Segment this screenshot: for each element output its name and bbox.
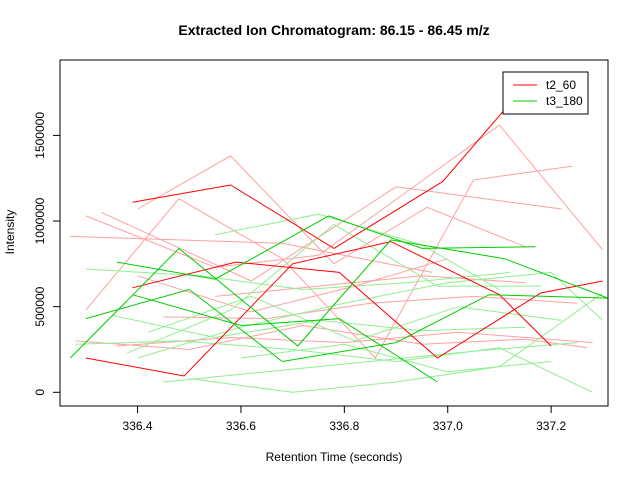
faint-series-line-7 <box>163 295 578 320</box>
chart-title: Extracted Ion Chromatogram: 86.15 - 86.4… <box>178 22 489 38</box>
legend-label: t3_180 <box>546 94 583 108</box>
series-line-6 <box>132 294 438 383</box>
faint-series-line-0 <box>70 235 433 273</box>
y-tick-label: 500000 <box>33 286 47 326</box>
y-tick-label: 1000000 <box>33 197 47 244</box>
legend-box <box>502 71 589 115</box>
plot-frame <box>59 59 609 407</box>
faint-series-line-18 <box>240 343 552 373</box>
x-tick-label: 336.8 <box>329 419 359 433</box>
faint-series-line-19 <box>215 213 500 290</box>
legend: t2_60 t3_180 <box>502 71 589 115</box>
series-line-0 <box>132 97 516 249</box>
main-series-group <box>69 97 609 383</box>
x-tick-label: 336.6 <box>226 419 256 433</box>
x-tick-label: 337.0 <box>433 419 463 433</box>
series-line-4 <box>85 288 609 363</box>
x-tick-label: 336.4 <box>123 419 153 433</box>
faint-series-line-9 <box>215 275 526 297</box>
series-line-3 <box>116 215 536 280</box>
series-line-2 <box>85 241 552 377</box>
faint-series-line-17 <box>147 295 562 342</box>
faint-series-line-2 <box>101 186 562 282</box>
faint-series-line-12 <box>127 223 541 354</box>
y-axis-label: Intensity <box>3 210 17 255</box>
y-tick-label: 1500000 <box>33 112 47 159</box>
faint-series-line-14 <box>163 342 578 383</box>
y-tick-label: 0 <box>33 389 47 396</box>
faint-series-line-11 <box>85 268 510 291</box>
x-axis-label: Retention Time (seconds) <box>266 450 403 464</box>
faint-series-line-13 <box>137 271 604 359</box>
faint-series-line-3 <box>85 165 572 359</box>
series-line-1 <box>132 261 603 359</box>
series-line-5 <box>69 239 609 359</box>
faint-series-line-1 <box>85 124 604 268</box>
legend-label: t2_60 <box>546 78 576 92</box>
faint-series-line-6 <box>116 331 593 347</box>
faint-series-line-15 <box>189 292 604 393</box>
x-tick-label: 337.2 <box>536 419 566 433</box>
faint-series-line-4 <box>137 155 526 265</box>
